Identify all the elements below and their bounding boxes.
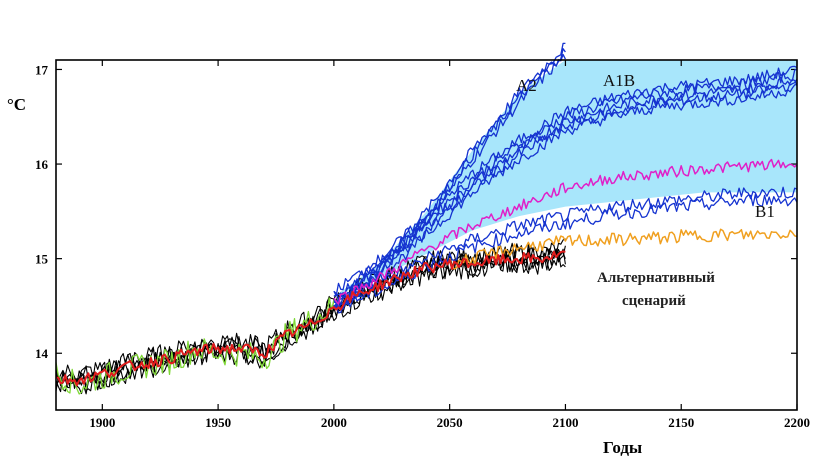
plot-frame bbox=[55, 59, 798, 411]
x-tick-label: 2050 bbox=[437, 415, 463, 430]
label-a2: A2 bbox=[516, 76, 537, 95]
label-a1b: A1B bbox=[603, 71, 635, 90]
band-area bbox=[333, 60, 797, 297]
x-tick-label: 2150 bbox=[668, 415, 694, 430]
y-tick-label: 16 bbox=[35, 157, 49, 172]
series-line bbox=[448, 228, 798, 270]
series-line bbox=[333, 83, 798, 311]
y-tick-label: 14 bbox=[35, 346, 49, 361]
label-alternative-line1: Альтернативный bbox=[597, 270, 715, 286]
tick-labels: 1900 1950 2000 2050 2100 2150 2200 14 15 16 17 bbox=[35, 62, 810, 430]
series-line bbox=[333, 158, 798, 305]
series-line bbox=[333, 42, 566, 304]
label-alternative-line2: сценарий bbox=[622, 293, 686, 309]
x-tick-label: 2100 bbox=[552, 415, 578, 430]
series-line bbox=[333, 65, 798, 297]
scenario-band bbox=[333, 60, 797, 297]
series-line bbox=[55, 238, 566, 382]
x-tick-label: 1900 bbox=[89, 415, 115, 430]
series-line bbox=[333, 68, 798, 299]
series-lines bbox=[55, 42, 798, 395]
y-tick-label: 15 bbox=[35, 252, 49, 267]
series-line bbox=[333, 186, 798, 305]
series-line bbox=[55, 297, 335, 395]
y-axis-title: °C bbox=[7, 95, 26, 114]
x-axis-title: Годы bbox=[603, 438, 642, 457]
x-tick-label: 1950 bbox=[205, 415, 231, 430]
label-b1: B1 bbox=[755, 202, 775, 221]
x-tick-label: 2200 bbox=[784, 415, 810, 430]
y-tick-label: 17 bbox=[35, 62, 49, 77]
series-line bbox=[333, 78, 798, 311]
x-tick-label: 2000 bbox=[321, 415, 347, 430]
series-line bbox=[55, 250, 566, 387]
